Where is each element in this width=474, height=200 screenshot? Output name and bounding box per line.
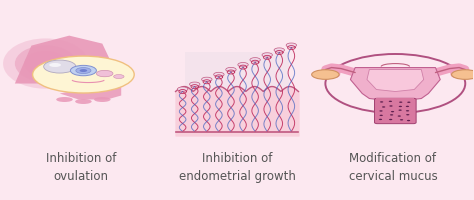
Ellipse shape [75,100,91,104]
FancyBboxPatch shape [185,52,289,92]
Ellipse shape [80,70,87,73]
Ellipse shape [214,73,224,77]
Ellipse shape [274,49,284,53]
Ellipse shape [399,110,402,111]
Ellipse shape [33,57,134,94]
Text: Inhibition of: Inhibition of [202,151,272,164]
Ellipse shape [262,54,273,58]
Polygon shape [367,70,424,92]
Ellipse shape [382,107,385,108]
Ellipse shape [15,46,76,82]
Ellipse shape [96,71,113,77]
Ellipse shape [389,106,392,107]
Ellipse shape [407,102,410,103]
Text: endometrial growth: endometrial growth [179,169,295,182]
Ellipse shape [44,61,76,74]
Polygon shape [350,68,440,102]
Ellipse shape [56,98,73,102]
Ellipse shape [407,120,410,122]
Ellipse shape [391,111,394,113]
Ellipse shape [250,58,260,63]
Text: cervical mucus: cervical mucus [348,169,438,182]
Ellipse shape [190,83,200,87]
Text: Modification of: Modification of [349,151,437,164]
Ellipse shape [452,70,474,80]
Ellipse shape [201,78,212,82]
Ellipse shape [406,114,410,116]
Ellipse shape [71,66,96,76]
Ellipse shape [379,119,382,121]
FancyBboxPatch shape [175,92,299,136]
Ellipse shape [399,102,402,103]
Ellipse shape [379,111,383,112]
Ellipse shape [389,101,392,103]
Ellipse shape [406,111,409,112]
Ellipse shape [49,64,61,68]
Ellipse shape [3,39,88,89]
Ellipse shape [380,102,383,103]
Ellipse shape [312,70,339,80]
FancyBboxPatch shape [374,99,416,124]
Ellipse shape [380,115,383,116]
Ellipse shape [398,116,401,117]
Ellipse shape [24,52,67,77]
Ellipse shape [389,119,392,121]
FancyBboxPatch shape [376,98,414,102]
Ellipse shape [390,115,393,116]
Ellipse shape [286,44,297,48]
Polygon shape [60,80,121,100]
Polygon shape [15,36,112,84]
Ellipse shape [76,68,91,74]
Text: ovulation: ovulation [54,169,109,182]
Ellipse shape [177,87,188,92]
Ellipse shape [226,68,236,72]
Ellipse shape [399,106,402,108]
Ellipse shape [400,120,403,121]
Ellipse shape [406,106,409,108]
Ellipse shape [114,75,124,79]
Ellipse shape [94,98,110,102]
Ellipse shape [238,63,248,68]
Text: Inhibition of: Inhibition of [46,151,116,164]
